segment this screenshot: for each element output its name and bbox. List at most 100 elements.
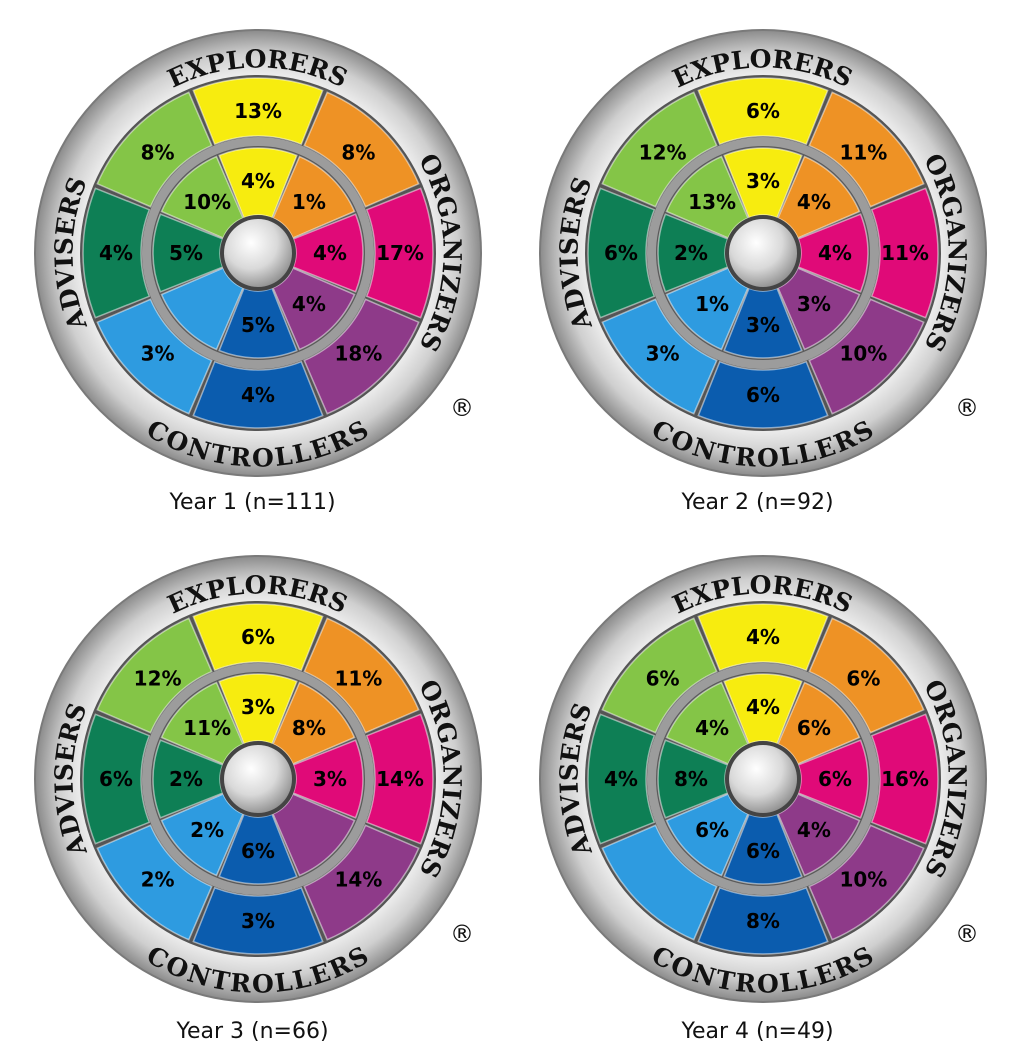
outer-segment-explorers <box>192 603 324 672</box>
inner-value-label: 4% <box>292 292 326 316</box>
inner-value-label: 11% <box>183 716 231 740</box>
outer-value-label: 6% <box>99 767 133 791</box>
inner-value-label: 2% <box>190 818 224 842</box>
outer-value-label: 4% <box>746 625 780 649</box>
outer-value-label: 13% <box>234 99 282 123</box>
registered-mark: ® <box>450 394 474 422</box>
inner-value-label: 8% <box>292 716 326 740</box>
outer-value-label: 6% <box>846 667 880 691</box>
outer-segment-advisers-right <box>587 713 656 845</box>
outer-value-label: 3% <box>141 341 175 365</box>
outer-value-label: 4% <box>604 767 638 791</box>
inner-value-label: 4% <box>818 241 852 265</box>
outer-value-label: 12% <box>134 667 182 691</box>
inner-value-label: 6% <box>241 839 275 863</box>
outer-segment-advisers-right <box>587 187 656 319</box>
registered-mark: ® <box>955 394 979 422</box>
outer-segment-controllers-right <box>808 824 925 941</box>
outer-value-label: 6% <box>746 99 780 123</box>
outer-segment-organizers-left <box>808 91 925 208</box>
outer-value-label: 11% <box>334 667 382 691</box>
wheel-panel-year-4: 4% 6% 16% 10% 8% 4% 6% 4% 6% 6% 4% 6% 6% 8% 4% EXPLORER… <box>505 526 1010 1052</box>
inner-value-label: 4% <box>797 190 831 214</box>
registered-mark: ® <box>955 920 979 948</box>
outer-segment-organizers-right <box>870 713 939 845</box>
outer-segment-organizers-right <box>365 713 434 845</box>
inner-value-label: 13% <box>688 190 736 214</box>
outer-value-label: 8% <box>341 141 375 165</box>
inner-value-label: 10% <box>183 190 231 214</box>
wheel-panel-year-1: 13% 8% 17% 18% 4% 3% 4% 8% 4% 1% 4% 4% 5% 5% 10% EXPLOR… <box>0 0 505 526</box>
inner-value-label: 3% <box>797 292 831 316</box>
outer-segment-advisers-right <box>82 713 151 845</box>
outer-value-label: 16% <box>881 767 929 791</box>
outer-value-label: 14% <box>334 867 382 891</box>
outer-segment-advisers-left <box>96 617 213 734</box>
inner-value-label: 6% <box>797 716 831 740</box>
outer-value-label: 11% <box>881 241 929 265</box>
outer-segment-advisers-left <box>601 617 718 734</box>
wheel-caption: Year 3 (n=66) <box>176 1019 329 1044</box>
inner-value-label: 2% <box>169 767 203 791</box>
outer-value-label: 12% <box>639 141 687 165</box>
outer-segment-advisers-left <box>96 91 213 208</box>
inner-value-label: 3% <box>746 313 780 337</box>
outer-value-label: 10% <box>839 867 887 891</box>
hub <box>729 219 797 287</box>
outer-value-label: 8% <box>746 909 780 933</box>
outer-segment-controllers <box>697 886 829 955</box>
outer-value-label: 10% <box>839 341 887 365</box>
wheel-chart-year-2: 6%11%11%10%6%3%6%12%3%4%4%3%3%1%2%13%EXP… <box>539 29 987 477</box>
inner-value-label: 5% <box>169 241 203 265</box>
inner-value-label: 4% <box>695 716 729 740</box>
wheel-caption: Year 2 (n=92) <box>681 490 834 515</box>
outer-segment-advisers-right <box>82 187 151 319</box>
outer-value-label: 11% <box>839 141 887 165</box>
inner-value-label: 1% <box>695 292 729 316</box>
wheel-chart-year-3: 6%11%14%14%3%2%6%12%3%8%3%6%2%2%11%EXPLO… <box>34 555 482 1003</box>
outer-value-label: 6% <box>604 241 638 265</box>
outer-value-label: 18% <box>334 341 382 365</box>
outer-segment-controllers <box>192 360 324 429</box>
inner-value-label: 5% <box>241 313 275 337</box>
outer-segment-controllers-left <box>96 824 213 941</box>
inner-value-label: 4% <box>797 818 831 842</box>
wheel-chart-year-4: 4%6%16%10%8%4%6%4%6%6%4%6%6%8%4%EXPLORER… <box>539 555 987 1003</box>
registered-mark: ® <box>450 920 474 948</box>
outer-value-label: 8% <box>141 141 175 165</box>
inner-value-label: 6% <box>695 818 729 842</box>
outer-value-label: 4% <box>99 241 133 265</box>
inner-value-label: 2% <box>674 241 708 265</box>
outer-value-label: 3% <box>646 341 680 365</box>
inner-value-label: 4% <box>241 169 275 193</box>
outer-segment-organizers-left <box>303 91 420 208</box>
wheel-caption: Year 1 (n=111) <box>169 490 336 515</box>
outer-value-label: 3% <box>241 909 275 933</box>
outer-segment-controllers-right <box>808 298 925 415</box>
outer-segment-explorers <box>697 603 829 672</box>
outer-segment-organizers-left <box>808 617 925 734</box>
outer-segment-explorers <box>697 77 829 146</box>
wheel-chart-year-1: 13%8%17%18%4%3%4%8%4%1%4%4%5%5%10%EXPLOR… <box>34 29 482 477</box>
outer-segment-controllers-left <box>96 298 213 415</box>
hub <box>224 745 292 813</box>
inner-value-label: 8% <box>674 767 708 791</box>
wheel-panel-year-2: 6% 11% 11% 10% 6% 3% 6% 12% 3% 4% 4% 3% 3% 1% 2% 13% EXP… <box>505 0 1010 526</box>
inner-value-label: 6% <box>818 767 852 791</box>
inner-value-label: 3% <box>746 169 780 193</box>
outer-value-label: 6% <box>746 383 780 407</box>
inner-value-label: 3% <box>241 695 275 719</box>
outer-value-label: 6% <box>241 625 275 649</box>
outer-segment-organizers-right <box>365 187 434 319</box>
outer-value-label: 14% <box>376 767 424 791</box>
inner-value-label: 6% <box>746 839 780 863</box>
outer-segment-organizers-right <box>870 187 939 319</box>
outer-segment-controllers-left <box>601 298 718 415</box>
outer-value-label: 6% <box>646 667 680 691</box>
inner-value-label: 1% <box>292 190 326 214</box>
outer-segment-controllers <box>697 360 829 429</box>
outer-segment-explorers <box>192 77 324 146</box>
wheel-panel-year-3: 6% 11% 14% 14% 3% 2% 6% 12% 3% 8% 3% 6% 2% 2% 11% EXPLO… <box>0 526 505 1052</box>
hub <box>729 745 797 813</box>
outer-segment-advisers-left <box>601 91 718 208</box>
